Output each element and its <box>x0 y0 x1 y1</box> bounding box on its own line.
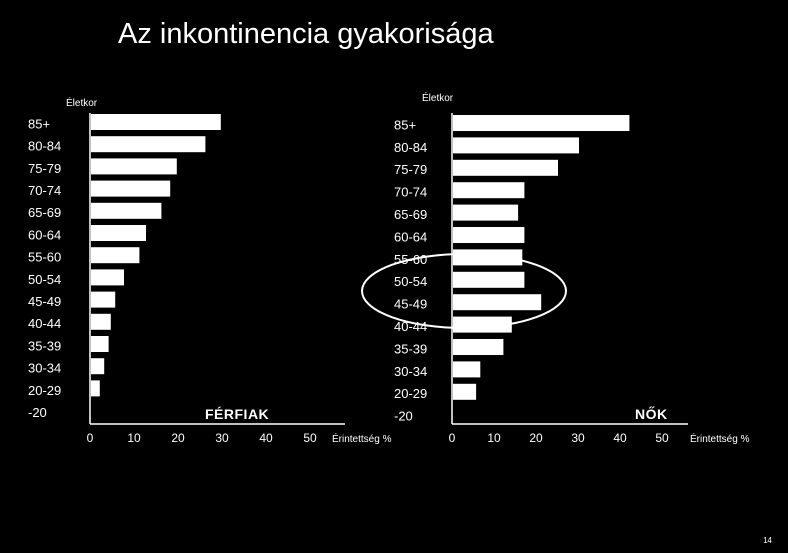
panel-2-x-axis-label: Érintettség % <box>690 432 750 445</box>
panel-1-category-label: 85+ <box>28 116 50 131</box>
panel-1-bar <box>91 269 124 286</box>
panel-2-category-label: 85+ <box>394 117 416 132</box>
panel-1-bar <box>91 336 109 352</box>
panel-2-x-tick-label: 30 <box>571 431 585 445</box>
panel-1-category-label: 60-64 <box>28 227 61 242</box>
panel-2-chart: Életkor Érintettség % NŐK 85+ 80-84 75-79 70-7… <box>361 91 750 445</box>
panel-2-bar <box>453 339 504 355</box>
panel-1-category-label: 35-39 <box>28 338 61 353</box>
panel-2-category-label: 75-79 <box>394 162 427 177</box>
panel-1-panel-label: FÉRFIAK <box>205 406 269 422</box>
panel-1-bar <box>91 180 171 197</box>
panel-2-category-label: 80-84 <box>394 140 427 155</box>
panel-1-bar <box>91 225 146 241</box>
panel-2-category-label: 65-69 <box>394 207 427 222</box>
panel-1-bar <box>91 114 221 130</box>
panel-1-category-label: 70-74 <box>28 183 61 198</box>
panel-2-category-label: 40-44 <box>394 319 427 334</box>
panel-2-bar <box>453 361 481 378</box>
panel-2-category-label: -20 <box>394 409 413 424</box>
panel-1-bar <box>91 358 105 375</box>
panel-1-category-label: 20-29 <box>28 383 61 398</box>
panel-2-bar <box>453 115 630 131</box>
panel-1-x-tick-label: 20 <box>171 431 185 445</box>
panel-1-category-label: 50-54 <box>28 272 61 287</box>
panel-2-y-axis-label: Életkor <box>422 91 454 104</box>
panel-2-category-label: 70-74 <box>394 185 427 200</box>
panel-1-bar <box>91 136 206 153</box>
panel-1-category-label: 45-49 <box>28 294 61 309</box>
panel-2-highlight-ellipse <box>361 253 567 329</box>
panel-2-bar <box>453 159 558 176</box>
panel-2-bar <box>453 271 525 288</box>
panel-1-bar <box>91 291 116 308</box>
panel-1-category-label: 65-69 <box>28 205 61 220</box>
panel-1-bar <box>91 202 162 219</box>
panel-2-x-tick-label: 0 <box>449 431 456 445</box>
panel-2-category-label: 20-29 <box>394 386 427 401</box>
panel-1-y-axis-label: Életkor <box>66 96 98 109</box>
panel-1-category-label: 30-34 <box>28 361 61 376</box>
panel-2-category-label: 35-39 <box>394 341 427 356</box>
panel-2-category-label: 60-64 <box>394 229 427 244</box>
panel-2-bar <box>453 227 525 243</box>
panel-1-category-label: 75-79 <box>28 161 61 176</box>
panel-1-x-tick-label: 30 <box>215 431 229 445</box>
panel-2-category-label: 45-49 <box>394 297 427 312</box>
slide-title: Az inkontinencia gyakorisága <box>118 18 494 50</box>
panel-1-bar <box>91 313 111 330</box>
panel-1-x-axis-label: Érintettség % <box>332 432 392 445</box>
panel-1-x-tick-label: 50 <box>303 431 317 445</box>
panel-2-category-label: 30-34 <box>394 364 427 379</box>
panel-2-category-label: 50-54 <box>394 274 427 289</box>
panel-1-category-label: -20 <box>28 405 47 420</box>
panel-1-x-tick-label: 10 <box>127 431 141 445</box>
panel-2-x-tick-label: 40 <box>613 431 627 445</box>
panel-2-x-tick-label: 20 <box>529 431 543 445</box>
panel-2-bar <box>453 383 477 400</box>
panel-1-x-tick-label: 40 <box>259 431 273 445</box>
panel-2-x-tick-label: 50 <box>655 431 669 445</box>
panel-2-x-tick-label: 10 <box>487 431 501 445</box>
panel-1-category-label: 80-84 <box>28 139 61 154</box>
panel-1-bar <box>91 158 177 175</box>
panel-1-bar <box>91 380 100 397</box>
panel-1-bar <box>91 247 140 264</box>
panel-2-panel-label: NŐK <box>635 405 668 422</box>
panel-1-x-tick-label: 0 <box>87 431 94 445</box>
panel-2-bar <box>453 182 525 199</box>
panel-2-bar <box>453 137 579 154</box>
panel-1-chart: Életkor Érintettség % FÉRFIAK 85+ 80-84 75-79… <box>28 96 392 445</box>
panel-1-category-label: 40-44 <box>28 316 61 331</box>
panel-2-bar <box>453 204 519 221</box>
panel-2-bar <box>453 294 542 311</box>
panel-1-category-label: 55-60 <box>28 250 61 265</box>
page-number: 14 <box>763 536 772 545</box>
